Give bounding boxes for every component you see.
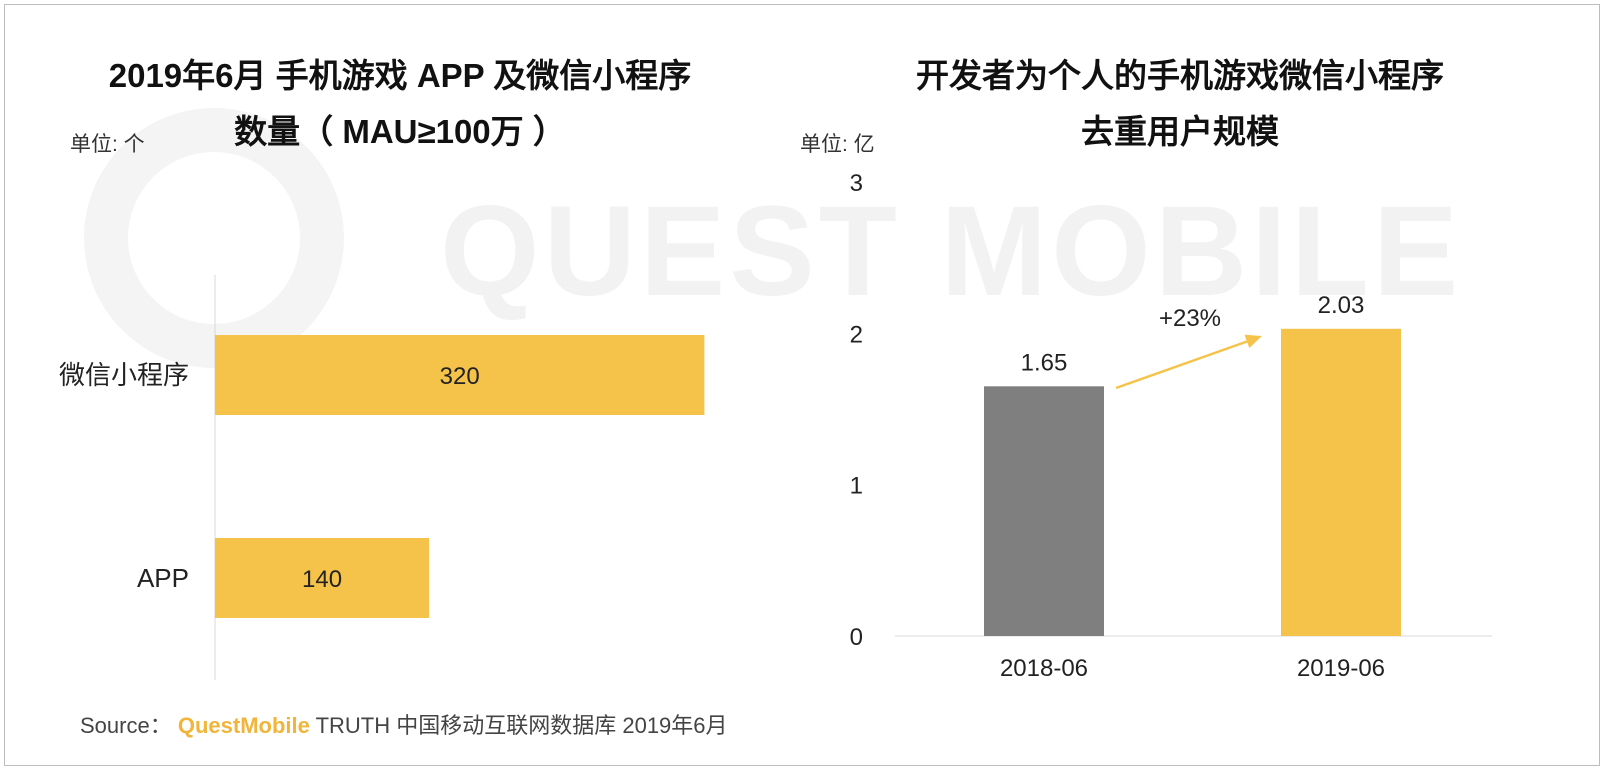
- y-tick-label: 2: [850, 321, 863, 348]
- bar-1: [215, 538, 430, 618]
- watermark-text: QUEST MOBILE: [440, 180, 1463, 323]
- source-line: Source： QuestMobile TRUTH 中国移动互联网数据库 201…: [80, 708, 728, 740]
- bar-value-label: 140: [302, 566, 342, 593]
- growth-arrow-head: [1244, 334, 1262, 348]
- growth-annotation: +23%: [1159, 305, 1221, 332]
- bar-value-label: 2.03: [1318, 292, 1365, 319]
- category-label: 微信小程序: [59, 360, 189, 390]
- source-label: Source：: [80, 713, 172, 738]
- left-title-line-1: 2019年6月 手机游戏 APP 及微信小程序: [108, 57, 692, 94]
- x-tick-label: 2018-06: [1000, 655, 1088, 682]
- left-chart-title: 2019年6月 手机游戏 APP 及微信小程序 数量（ MAU≥100万 ）: [60, 48, 740, 160]
- right-chart-title: 开发者为个人的手机游戏微信小程序 去重用户规模: [840, 48, 1520, 160]
- source-text: TRUTH 中国移动互联网数据库 2019年6月: [315, 713, 728, 738]
- bar-0: [984, 386, 1104, 636]
- category-label: APP: [137, 563, 189, 593]
- x-tick-label: 2019-06: [1297, 655, 1385, 682]
- y-tick-label: 0: [850, 624, 863, 651]
- right-unit-label: 单位: 亿: [800, 133, 875, 156]
- source-brand: QuestMobile: [177, 713, 310, 738]
- bar-1: [1281, 328, 1401, 636]
- left-bar-chart: 320 微信小程序 140 APP: [59, 275, 705, 680]
- left-unit-label: 单位: 个: [70, 133, 145, 156]
- y-tick-label: 1: [850, 473, 863, 500]
- bar-value-label: 1.65: [1021, 349, 1068, 376]
- right-title-line-1: 开发者为个人的手机游戏微信小程序: [916, 57, 1444, 94]
- right-title-line-2: 去重用户规模: [1081, 113, 1279, 150]
- bar-0: [215, 335, 705, 415]
- y-tick-label: 3: [850, 170, 863, 197]
- left-title-line-2: 数量（ MAU≥100万 ）: [234, 113, 566, 150]
- bar-value-label: 320: [440, 363, 480, 390]
- growth-arrow-line: [1115, 337, 1255, 390]
